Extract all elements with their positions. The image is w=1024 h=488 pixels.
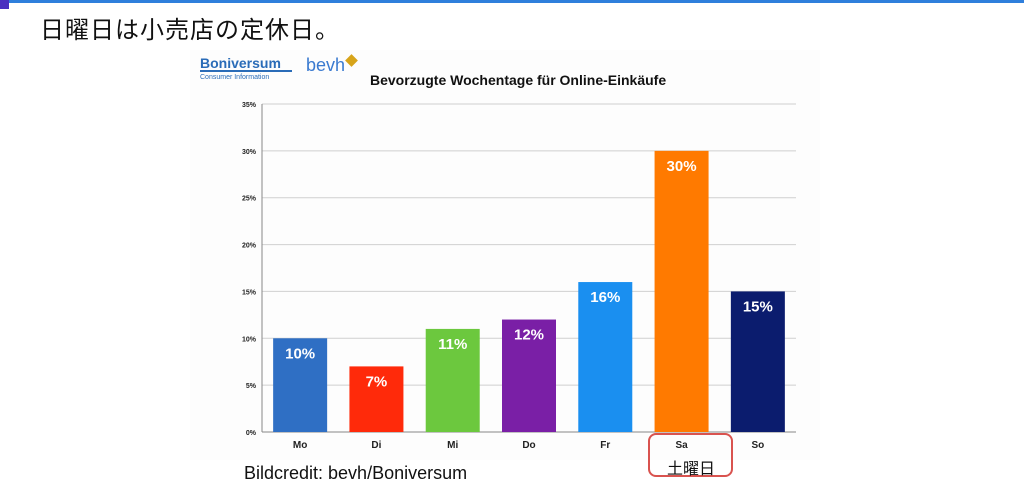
bar (654, 150, 709, 432)
data-label: 15% (743, 298, 773, 315)
bevh-logo: bevh (306, 54, 358, 76)
y-tick-label: 15% (242, 289, 257, 296)
data-label: 10% (285, 345, 315, 362)
top-accent-rule (0, 0, 1024, 3)
image-credit: Bildcredit: bevh/Boniversum (244, 463, 468, 483)
saturday-annotation: 土曜日 (666, 459, 715, 478)
x-tick-label: Mo (293, 440, 307, 451)
bar (730, 291, 785, 432)
y-tick-label: 35% (242, 102, 257, 109)
boniversum-logo-text: Boniversum (200, 55, 281, 71)
x-tick-label: Mi (447, 440, 458, 451)
boniversum-logo: Boniversum Consumer Information (200, 56, 292, 82)
x-tick-label: So (751, 440, 764, 451)
boniversum-logo-subtext: Consumer Information (200, 70, 292, 82)
bar (578, 282, 633, 432)
slide-title: 日曜日は小売店の定休日。 (40, 16, 340, 44)
data-label: 16% (590, 289, 620, 306)
x-tick-label: Fr (600, 440, 610, 451)
x-tick-label: Do (522, 440, 535, 451)
y-tick-label: 5% (246, 383, 257, 390)
bevh-logo-text: bevh (306, 55, 346, 75)
data-label: 7% (366, 373, 388, 390)
data-label: 30% (667, 158, 697, 175)
data-label: 11% (438, 336, 467, 353)
y-tick-label: 25% (242, 196, 257, 203)
y-tick-label: 30% (242, 149, 257, 156)
y-tick-label: 0% (246, 430, 257, 437)
data-label: 12% (514, 327, 544, 344)
corner-marker (0, 0, 9, 9)
bar (425, 328, 480, 432)
bar (502, 319, 556, 432)
saturday-highlight-box (648, 433, 733, 477)
bar (349, 366, 404, 432)
chart-title: Bevorzugte Wochentage für Online-Einkäuf… (370, 72, 667, 88)
y-tick-label: 10% (242, 336, 257, 343)
x-tick-label: Di (371, 440, 381, 451)
bar (273, 338, 328, 432)
y-tick-label: 20% (242, 243, 257, 250)
x-tick-label: Sa (675, 440, 688, 451)
